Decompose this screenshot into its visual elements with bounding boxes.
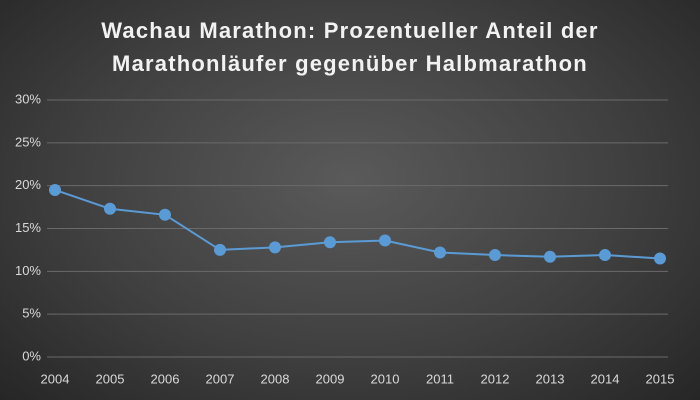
y-tick-label: 15% bbox=[15, 220, 41, 235]
point bbox=[489, 249, 501, 262]
point bbox=[49, 183, 61, 196]
point bbox=[434, 246, 446, 259]
y-tick-label: 0% bbox=[22, 348, 41, 363]
point bbox=[324, 236, 336, 249]
y-tick-label: 5% bbox=[22, 306, 41, 321]
y-tick-label: 10% bbox=[15, 263, 41, 278]
point bbox=[159, 208, 171, 221]
x-tick-label: 2007 bbox=[206, 371, 235, 386]
y-tick-label: 20% bbox=[15, 177, 41, 192]
y-tick-label: 25% bbox=[15, 134, 41, 149]
x-tick-label: 2012 bbox=[481, 371, 510, 386]
x-tick-label: 2005 bbox=[96, 371, 125, 386]
x-tick-label: 2006 bbox=[151, 371, 180, 386]
x-tick-label: 2015 bbox=[646, 371, 675, 386]
chart-title: Wachau Marathon: Prozentueller Anteil de… bbox=[101, 18, 599, 76]
point bbox=[269, 241, 281, 254]
y-tick-label: 30% bbox=[15, 91, 41, 106]
x-tick-label: 2013 bbox=[536, 371, 565, 386]
point bbox=[214, 243, 226, 256]
x-tick-label: 2010 bbox=[371, 371, 400, 386]
point bbox=[104, 202, 116, 215]
x-tick-label: 2008 bbox=[261, 371, 290, 386]
x-tick-label: 2011 bbox=[426, 371, 454, 386]
point bbox=[544, 250, 556, 263]
x-tick-label: 2014 bbox=[591, 371, 620, 386]
x-tick-label: 2009 bbox=[316, 371, 345, 386]
x-tick-label: 2004 bbox=[41, 371, 70, 386]
point bbox=[379, 234, 391, 247]
point bbox=[599, 249, 611, 262]
series-line bbox=[54, 189, 661, 260]
point bbox=[654, 252, 666, 265]
